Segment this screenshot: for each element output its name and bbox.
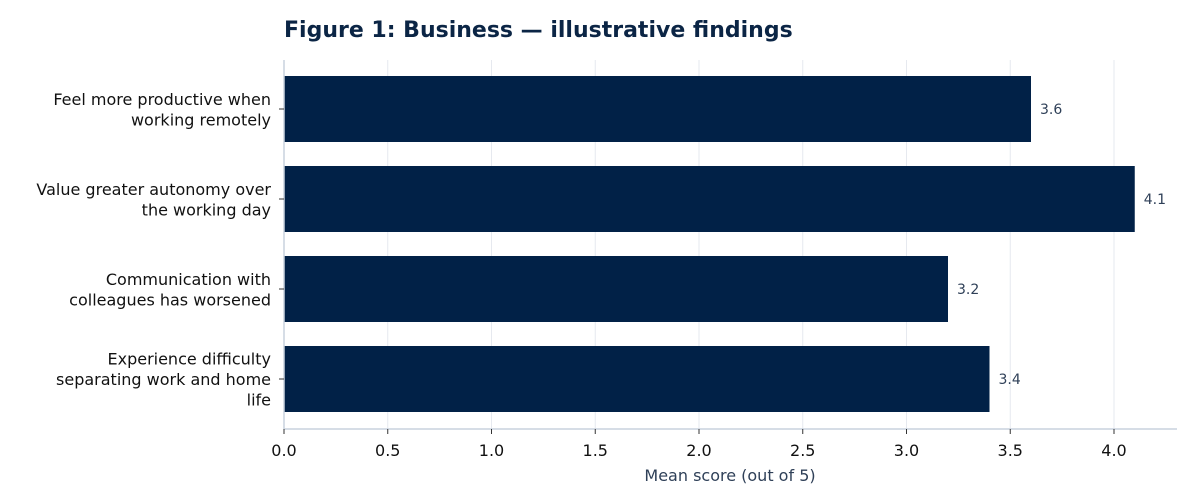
x-tick-label: 2.0	[686, 441, 711, 460]
x-tick-label: 3.0	[894, 441, 919, 460]
data-label: 3.2	[957, 282, 979, 298]
bar	[284, 346, 990, 412]
bar	[284, 256, 948, 322]
x-tick-label: 2.5	[790, 441, 815, 460]
category-label: Feel more productive when	[53, 90, 271, 109]
data-label: 4.1	[1144, 192, 1166, 208]
category-label: Value greater autonomy over	[36, 180, 271, 199]
data-label: 3.6	[1040, 102, 1062, 118]
x-tick-label: 0.5	[375, 441, 400, 460]
category-label: working remotely	[131, 110, 271, 129]
bars	[284, 76, 1135, 412]
data-label: 3.4	[999, 372, 1021, 388]
category-label: Experience difficulty	[107, 350, 271, 369]
x-tick-label: 0.0	[271, 441, 296, 460]
data-labels: 3.6 4.1 3.2 3.4	[957, 102, 1166, 388]
category-label: the working day	[142, 200, 271, 219]
category-label: colleagues has worsened	[69, 290, 271, 309]
bar	[284, 76, 1031, 142]
axes	[279, 60, 1177, 434]
category-label: life	[247, 391, 271, 410]
x-axis-title: Mean score (out of 5)	[644, 466, 815, 485]
category-label: separating work and home	[56, 370, 271, 389]
x-tick-label: 4.0	[1101, 441, 1126, 460]
x-tick-label: 3.5	[998, 441, 1023, 460]
x-tick-label: 1.5	[583, 441, 608, 460]
x-tick-labels: 0.0 0.5 1.0 1.5 2.0 2.5 3.0 3.5 4.0	[271, 441, 1126, 460]
category-label: Communication with	[106, 270, 271, 289]
chart-title: Figure 1: Business — illustrative findin…	[284, 18, 793, 43]
bar	[284, 166, 1135, 232]
x-tick-label: 1.0	[479, 441, 504, 460]
